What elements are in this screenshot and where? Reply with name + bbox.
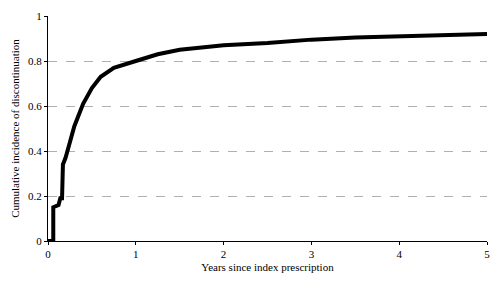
svg-text:4: 4 [396,248,402,260]
svg-text:0: 0 [36,235,42,247]
svg-text:1: 1 [36,10,42,22]
svg-text:Cumulative incidence of discon: Cumulative incidence of discontinuation [9,39,21,218]
svg-text:5: 5 [484,248,490,260]
svg-text:0.6: 0.6 [28,100,42,112]
svg-text:2: 2 [221,248,227,260]
svg-text:0.4: 0.4 [28,145,42,157]
svg-text:1: 1 [133,248,139,260]
svg-text:0: 0 [45,248,51,260]
svg-text:Years since index prescription: Years since index prescription [201,261,334,273]
svg-text:0.8: 0.8 [28,55,42,67]
svg-text:3: 3 [309,248,315,260]
svg-text:0.2: 0.2 [28,190,42,202]
